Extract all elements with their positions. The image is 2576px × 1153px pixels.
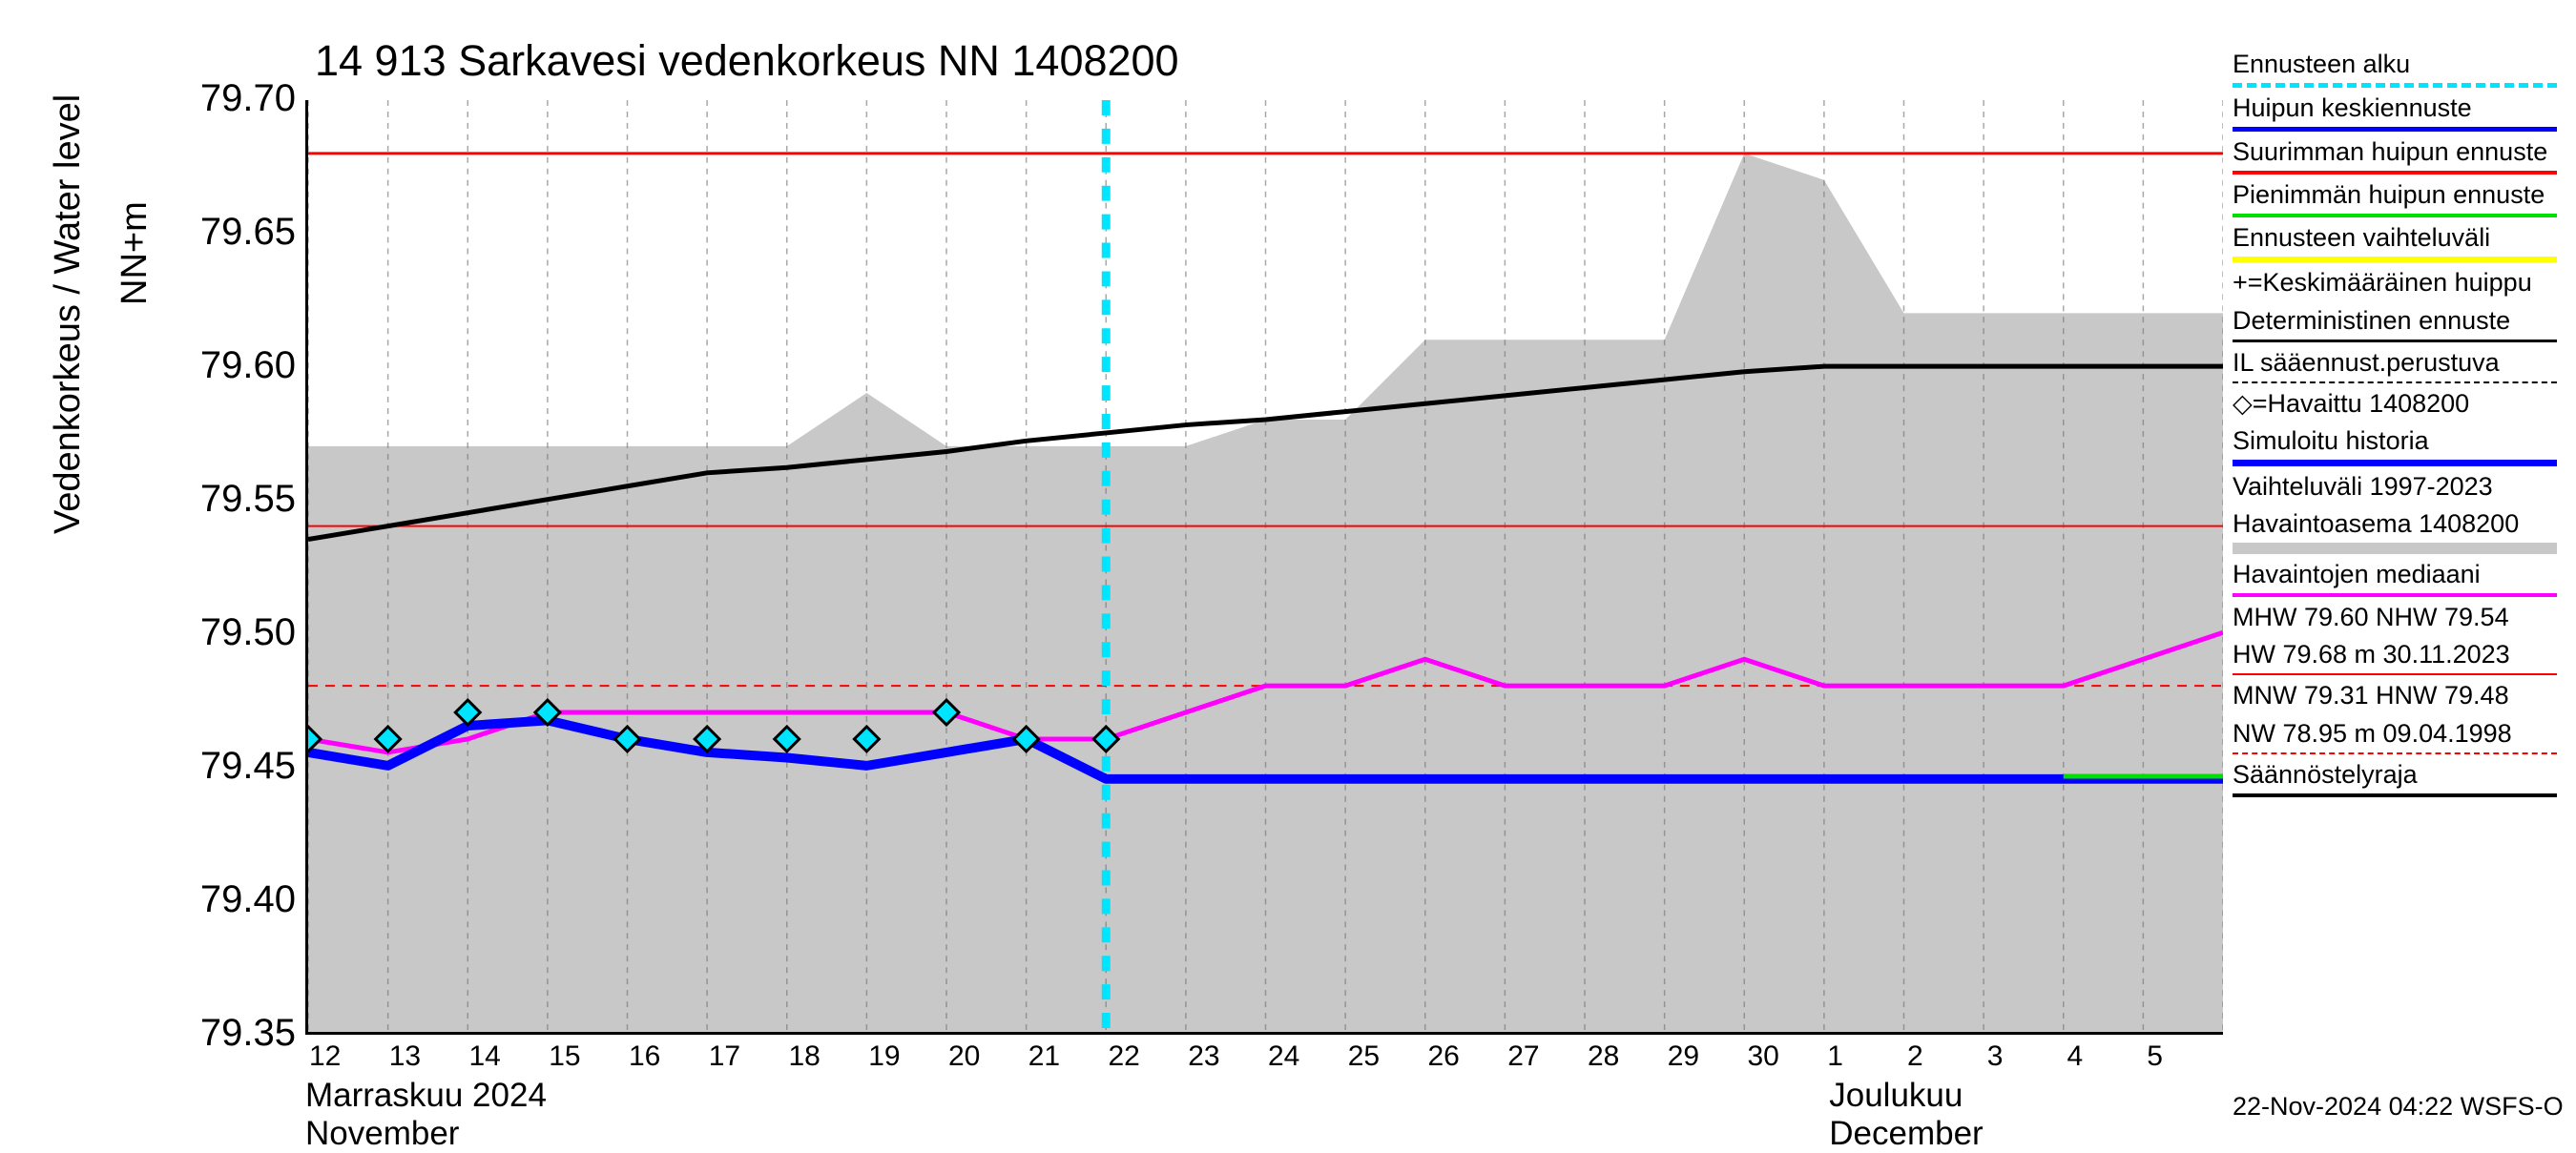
legend-item: Ennusteen alku: [2233, 48, 2566, 88]
legend-swatch: [2233, 752, 2557, 754]
legend-label: Suurimman huipun ennuste: [2233, 137, 2547, 166]
xtick-label: 20: [948, 1040, 980, 1073]
xtick-label: 29: [1668, 1040, 1699, 1073]
ytick-label: 79.45: [153, 745, 296, 788]
plot-area: [305, 100, 2223, 1035]
legend-label: +=Keskimääräinen huippu: [2233, 268, 2532, 297]
legend-item: +=Keskimääräinen huippu: [2233, 266, 2566, 299]
legend-swatch: [2233, 593, 2557, 597]
ytick-label: 79.40: [153, 878, 296, 921]
axis-month-label: December: [1829, 1115, 1983, 1153]
legend-item: Huipun keskiennuste: [2233, 92, 2566, 132]
xtick-label: 3: [1987, 1040, 2004, 1073]
legend-swatch: [2233, 171, 2557, 175]
xtick-label: 21: [1028, 1040, 1060, 1073]
legend-label: Simuloitu historia: [2233, 426, 2429, 455]
legend-label: HW 79.68 m 30.11.2023: [2233, 640, 2510, 669]
legend: Ennusteen alku Huipun keskiennuste Suurimm…: [2233, 48, 2566, 801]
xtick-label: 28: [1588, 1040, 1619, 1073]
legend-item: MNW 79.31 HNW 79.48: [2233, 679, 2566, 712]
legend-label: ◇=Havaittu 1408200: [2233, 389, 2469, 418]
chart-container: 14 913 Sarkavesi vedenkorkeus NN 1408200…: [0, 0, 2576, 1144]
legend-swatch: [2233, 257, 2557, 262]
legend-label: NW 78.95 m 09.04.1998: [2233, 719, 2512, 748]
ytick-label: 79.65: [153, 211, 296, 254]
legend-swatch: [2233, 83, 2557, 88]
legend-item: HW 79.68 m 30.11.2023: [2233, 638, 2566, 675]
legend-swatch: [2233, 381, 2557, 383]
xtick-label: 18: [789, 1040, 821, 1073]
chart-title: 14 913 Sarkavesi vedenkorkeus NN 1408200: [315, 36, 1179, 86]
xtick-label: 4: [2067, 1040, 2084, 1073]
ytick-label: 79.70: [153, 77, 296, 120]
legend-item: Havaintoasema 1408200: [2233, 507, 2566, 554]
xtick-label: 27: [1507, 1040, 1539, 1073]
y-axis-unit: NN+m: [114, 201, 156, 305]
legend-item: Pienimmän huipun ennuste: [2233, 178, 2566, 217]
axis-month-label: Marraskuu 2024: [305, 1077, 547, 1115]
legend-label: Havaintoasema 1408200: [2233, 509, 2519, 538]
xtick-label: 13: [389, 1040, 421, 1073]
legend-label: Säännöstelyraja: [2233, 760, 2418, 789]
ytick-label: 79.50: [153, 611, 296, 654]
legend-label: MHW 79.60 NHW 79.54: [2233, 603, 2509, 631]
legend-label: MNW 79.31 HNW 79.48: [2233, 681, 2509, 710]
ytick-label: 79.35: [153, 1012, 296, 1055]
legend-swatch: [2233, 127, 2557, 132]
legend-swatch: [2233, 673, 2557, 675]
y-axis-label: Vedenkorkeus / Water level: [48, 94, 89, 534]
legend-swatch: [2233, 340, 2557, 342]
legend-swatch: [2233, 793, 2557, 797]
legend-label: Deterministinen ennuste: [2233, 306, 2510, 335]
xtick-label: 24: [1268, 1040, 1299, 1073]
ytick-label: 79.55: [153, 478, 296, 521]
xtick-label: 1: [1827, 1040, 1843, 1073]
xtick-label: 15: [549, 1040, 580, 1073]
xtick-label: 30: [1748, 1040, 1779, 1073]
legend-item: Simuloitu historia: [2233, 424, 2566, 466]
legend-item: ◇=Havaittu 1408200: [2233, 387, 2566, 421]
legend-swatch: [2233, 214, 2557, 217]
legend-item: Suurimman huipun ennuste: [2233, 135, 2566, 175]
legend-label: Vaihteluväli 1997-2023: [2233, 472, 2493, 501]
plot-svg: [308, 100, 2223, 1032]
axis-month-label: Joulukuu: [1829, 1077, 1963, 1115]
legend-item: Vaihteluväli 1997-2023: [2233, 470, 2566, 504]
legend-label: Ennusteen alku: [2233, 50, 2410, 78]
legend-item: Säännöstelyraja: [2233, 758, 2566, 797]
legend-item: Deterministinen ennuste: [2233, 304, 2566, 342]
legend-label: IL sääennust.perustuva: [2233, 348, 2500, 377]
xtick-label: 25: [1348, 1040, 1380, 1073]
legend-item: NW 78.95 m 09.04.1998: [2233, 717, 2566, 754]
xtick-label: 2: [1907, 1040, 1923, 1073]
xtick-label: 5: [2147, 1040, 2163, 1073]
ytick-label: 79.60: [153, 344, 296, 387]
xtick-label: 22: [1109, 1040, 1140, 1073]
timestamp-footer: 22-Nov-2024 04:22 WSFS-O: [2233, 1092, 2564, 1122]
xtick-label: 17: [709, 1040, 740, 1073]
legend-swatch: [2233, 543, 2557, 554]
legend-item: Havaintojen mediaani: [2233, 558, 2566, 597]
legend-label: Huipun keskiennuste: [2233, 93, 2472, 122]
legend-label: Ennusteen vaihteluväli: [2233, 223, 2490, 252]
legend-item: Ennusteen vaihteluväli: [2233, 221, 2566, 262]
legend-label: Pienimmän huipun ennuste: [2233, 180, 2545, 209]
legend-item: IL sääennust.perustuva: [2233, 346, 2566, 383]
legend-label: Havaintojen mediaani: [2233, 560, 2481, 588]
xtick-label: 19: [868, 1040, 900, 1073]
xtick-label: 26: [1428, 1040, 1460, 1073]
legend-swatch: [2233, 460, 2557, 466]
xtick-label: 14: [469, 1040, 501, 1073]
xtick-label: 12: [309, 1040, 341, 1073]
legend-item: MHW 79.60 NHW 79.54: [2233, 601, 2566, 634]
xtick-label: 23: [1188, 1040, 1219, 1073]
xtick-label: 16: [629, 1040, 660, 1073]
axis-month-label: November: [305, 1115, 459, 1153]
